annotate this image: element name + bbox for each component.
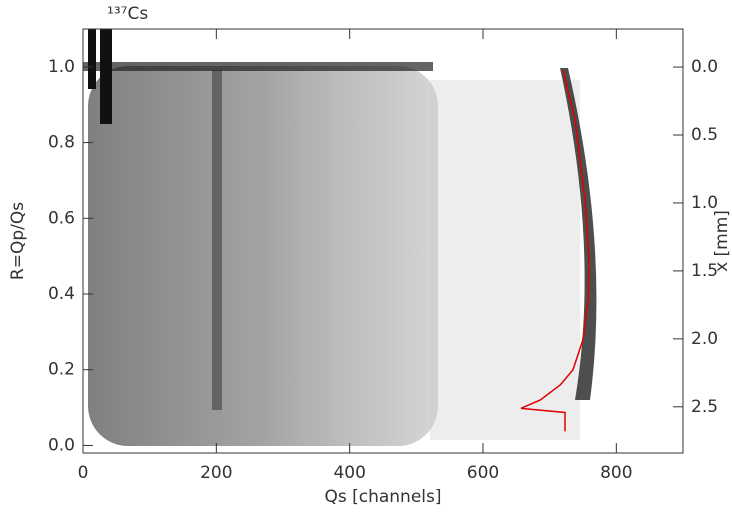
x-tick-label: 800 (600, 463, 632, 483)
y2-tick-label: 2.0 (691, 329, 718, 349)
y2-tick-label: 1.5 (691, 261, 718, 281)
x-axis-label: Qs [channels] (324, 487, 441, 507)
fit-line (520, 69, 590, 432)
y-tick-label: 0.8 (48, 133, 75, 153)
y2-tick-label: 1.0 (691, 193, 718, 213)
plot-frame (82, 28, 684, 454)
x-tick-label: 0 (78, 463, 89, 483)
y2-tick-label: 0.0 (691, 57, 718, 77)
y-tick-label: 0.4 (48, 284, 75, 304)
density-backdrop (83, 29, 597, 446)
y-tick-label: 0.0 (48, 435, 75, 455)
y-tick-label: 0.6 (48, 208, 75, 228)
y2-tick-label: 2.5 (691, 397, 718, 417)
y-axis-label: R=Qp/Qs (8, 202, 28, 280)
x-tick-label: 600 (467, 463, 499, 483)
y2-axis-label: x [mm] (712, 210, 732, 272)
x-tick-label: 400 (333, 463, 365, 483)
x-tick-label: 200 (200, 463, 232, 483)
y2-tick-label: 0.5 (691, 125, 718, 145)
y-tick-label: 0.2 (48, 360, 75, 380)
y-tick-label: 1.0 (48, 57, 75, 77)
chart-title: ¹³⁷Cs (107, 4, 148, 24)
